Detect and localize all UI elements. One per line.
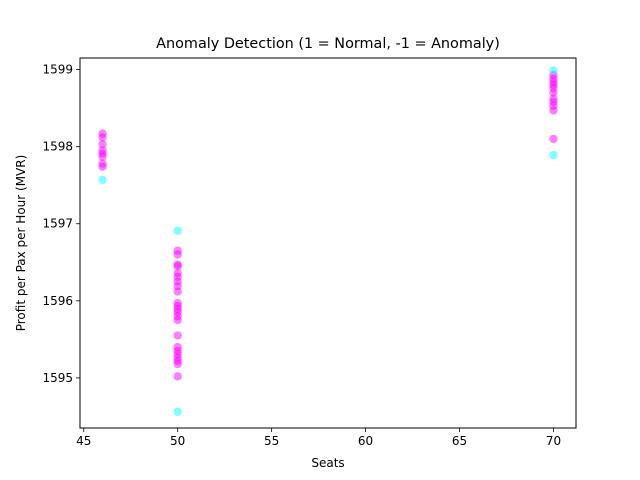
normal-point xyxy=(173,359,182,369)
points-layer xyxy=(98,66,558,417)
anomaly-point xyxy=(173,226,182,235)
normal-point xyxy=(98,152,107,161)
normal-point xyxy=(98,140,107,149)
normal-point xyxy=(173,287,182,296)
y-tick-label: 1595 xyxy=(42,371,73,385)
x-axis-title: Seats xyxy=(311,456,344,470)
y-tick-label: 1598 xyxy=(42,140,73,154)
normal-point xyxy=(173,250,182,259)
chart-title: Anomaly Detection (1 = Normal, -1 = Anom… xyxy=(156,36,500,52)
normal-point xyxy=(549,88,558,97)
y-tick-label: 1599 xyxy=(42,63,73,77)
anomaly-point xyxy=(173,407,182,417)
normal-point xyxy=(173,261,182,271)
normal-point xyxy=(173,331,182,340)
x-tick-label: 55 xyxy=(264,434,279,448)
y-axis-title: Profit per Pax per Hour (MVR) xyxy=(14,155,28,332)
x-axis: 45 50 55 60 65 70 xyxy=(76,428,561,448)
plot-frame xyxy=(79,57,577,429)
y-tick-label: 1597 xyxy=(42,217,73,231)
normal-point xyxy=(173,315,182,325)
normal-point xyxy=(549,106,558,115)
x-tick-label: 65 xyxy=(452,434,467,448)
x-tick-label: 45 xyxy=(76,434,91,448)
normal-point xyxy=(173,372,182,381)
y-tick-label: 1596 xyxy=(42,294,73,308)
x-tick-label: 50 xyxy=(170,434,185,448)
normal-point xyxy=(98,133,107,142)
anomaly-point xyxy=(549,66,558,75)
y-axis: 1595 1596 1597 1598 1599 xyxy=(42,63,80,385)
normal-point xyxy=(98,162,107,171)
normal-point xyxy=(549,134,558,144)
x-tick-label: 70 xyxy=(546,434,561,448)
anomaly-point xyxy=(98,175,107,184)
anomaly-point xyxy=(549,150,558,160)
x-tick-label: 60 xyxy=(358,434,373,448)
